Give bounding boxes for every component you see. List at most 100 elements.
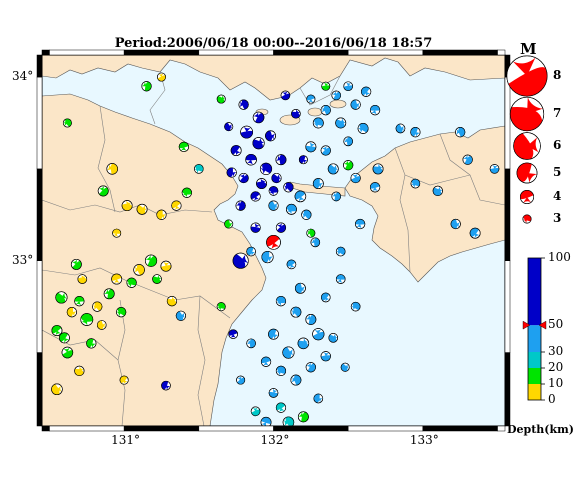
frame-segment [198,49,274,56]
longitude-label: 133° [409,433,439,447]
focal-mechanism [369,182,381,193]
land-island [307,107,323,117]
depth-unit-label: Depth(km) [507,423,574,436]
focal-mechanism [361,86,372,97]
focal-mechanism [282,416,295,426]
focal-mechanism [290,374,302,386]
focal-mechanism [469,227,481,239]
focal-mechanism [106,163,118,175]
longitude-label: 132° [260,433,290,447]
focal-mechanism [144,254,158,267]
focal-mechanism [166,296,178,307]
focal-mechanism [259,162,273,175]
focal-mechanism [271,172,282,184]
frame-segment [36,76,43,170]
frame-segment [422,425,498,432]
depth-color-band [528,384,541,400]
focal-mechanism [232,252,249,269]
focal-mechanism [265,130,276,142]
magnitude-legend-label: 6 [553,138,562,152]
focal-mechanism [306,228,316,238]
focal-mechanism [312,117,324,129]
focal-mechanism [275,296,287,307]
focal-mechanism [335,117,347,129]
focal-mechanism [240,125,253,139]
frame-segment [273,425,349,432]
focal-mechanism-layer [51,72,500,440]
focal-mechanism [286,259,297,270]
focal-mechanism [250,191,261,202]
focal-mechanism [226,167,237,178]
focal-mechanism [77,274,88,284]
focal-mechanism [335,246,346,257]
focal-mechanism [320,351,331,362]
magnitude-legend-label: 4 [553,189,562,203]
focal-mechanism [275,365,287,377]
frame-segment [49,425,125,432]
focal-mechanism [320,292,331,303]
focal-mechanism [156,209,167,220]
focal-mechanism [290,306,302,318]
focal-mechanism [335,274,346,284]
focal-mechanism [327,163,339,175]
focal-mechanism [121,200,133,212]
depth-tick-label: 20 [548,360,564,374]
depth-color-band [528,368,541,384]
focal-mechanism [275,154,287,166]
mainshock [266,234,281,250]
frame-segment [123,425,200,432]
frame-segment [36,168,43,261]
mainshock-depth-marker [522,320,531,330]
mainshock-depth-marker [538,320,547,330]
focal-mechanism [111,273,123,285]
focal-mechanism [395,123,406,134]
focal-mechanism [55,291,68,304]
depth-colorbar-frame [527,257,542,401]
focal-mechanism [513,132,541,160]
focal-mechanism [275,222,287,233]
frame-segment [36,54,43,78]
focal-mechanism [80,313,94,326]
focal-mechanism [250,222,261,233]
focal-mechanism [235,200,246,211]
focal-mechanism [301,209,312,220]
focal-mechanism [171,200,182,211]
focal-mechanism [194,164,204,174]
focal-mechanism [450,218,461,230]
focal-mechanism [321,81,331,91]
focal-mechanism [260,356,272,367]
focal-mechanism [58,332,70,344]
focal-mechanism [312,328,325,341]
focal-mechanism [245,153,257,166]
focal-mechanism [216,94,226,104]
depth-color-band [528,258,541,326]
focal-mechanism [343,81,353,92]
focal-mechanism [369,104,381,116]
focal-mechanism [291,430,301,440]
focal-mechanism [61,346,74,359]
focal-mechanism [216,302,226,312]
focal-mechanism [238,99,249,110]
focal-mechanism [51,383,63,396]
depth-colorbar [522,257,547,401]
depth-tick-label: 30 [548,344,564,358]
focal-mechanism [320,145,331,156]
focal-mechanism [136,203,148,215]
magnitude-legend [506,55,548,224]
focal-mechanism [355,218,366,230]
depth-color-band [528,352,541,368]
frame-segment [504,260,511,353]
depth-tick-label: 50 [548,317,564,332]
focal-mechanism [266,234,281,250]
focal-mechanism [236,375,246,385]
focal-mechanism [297,411,309,423]
focal-mechanism [157,72,166,82]
focal-mechanism [175,310,186,321]
focal-mechanism [160,260,172,272]
focal-mechanism [294,190,307,203]
focal-mechanism [51,325,63,336]
focal-mechanism [261,250,274,264]
focal-mechanism [86,338,97,349]
focal-mechanism [305,314,317,325]
land-honshu [42,55,505,101]
